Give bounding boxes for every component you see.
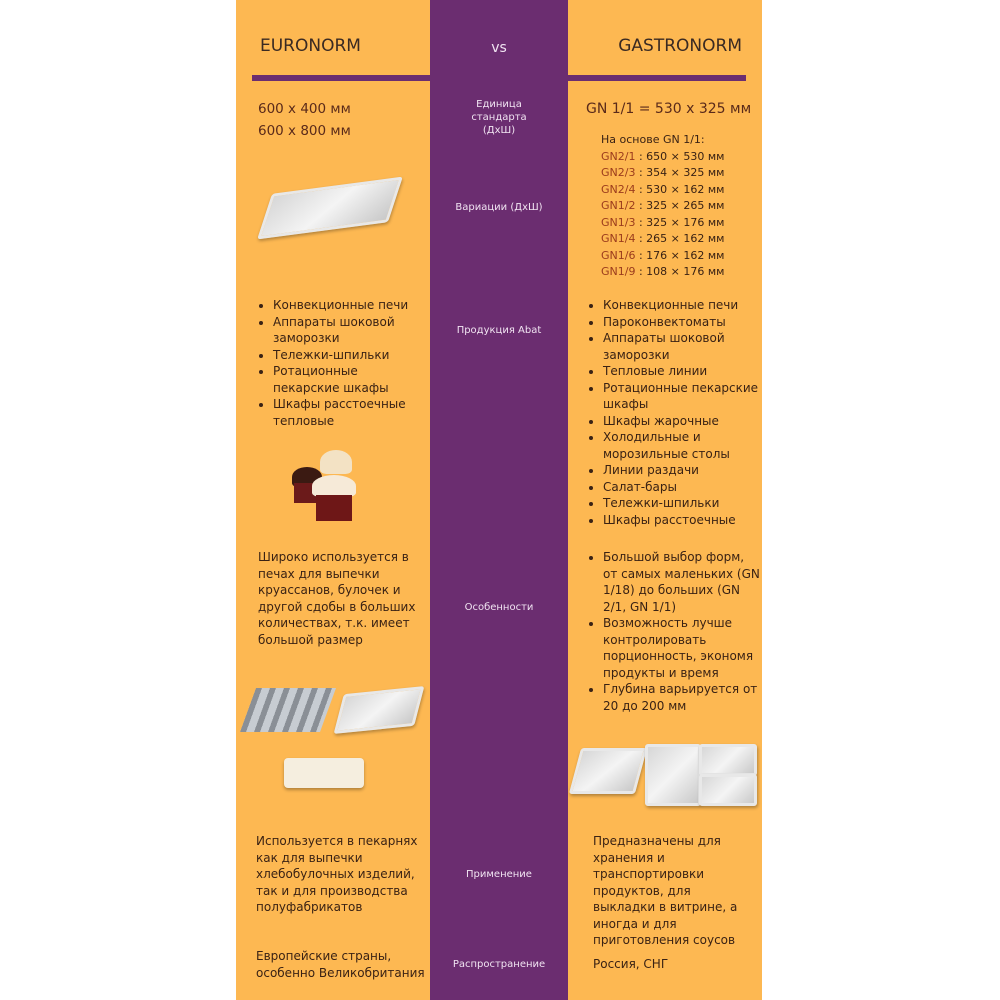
baguette-tray-image <box>239 688 337 732</box>
left-divider <box>252 75 430 81</box>
list-item: Аппараты шоковой заморозки <box>273 314 425 347</box>
list-item: Ротационные пекарские шкафы <box>273 363 425 396</box>
list-item: Возможность лучше контролировать порцион… <box>603 615 760 681</box>
gn-variation: GN2/1 : 650 × 530 мм <box>601 149 724 166</box>
variations-title: На основе GN 1/1: <box>601 133 705 146</box>
euronorm-features: Широко используется в печах для выпечки … <box>258 550 416 647</box>
right-divider <box>568 75 746 81</box>
list-item: Аппараты шоковой заморозки <box>603 330 760 363</box>
gn-size: : 650 × 530 мм <box>635 149 725 163</box>
list-item: Холодильные и морозильные столы <box>603 429 760 462</box>
euronorm-products: Конвекционные печиАппараты шоковой замор… <box>255 297 425 429</box>
euronorm-sizes: 600 x 400 мм 600 x 800 мм <box>258 98 351 142</box>
list-item: Шкафы жарочные <box>603 413 760 430</box>
gn-variation: GN1/2 : 325 × 265 мм <box>601 198 724 215</box>
gn-code: GN2/3 <box>601 166 636 179</box>
euronorm-title: EURONORM <box>260 36 361 56</box>
list-item: Пароконвектоматы <box>603 314 760 331</box>
gn-code: GN1/9 <box>601 265 636 278</box>
label-usage: Применение <box>466 869 532 880</box>
list-item: Ротационные пекарские шкафы <box>603 380 760 413</box>
gastronorm-unit: GN 1/1 = 530 x 325 мм <box>586 101 752 117</box>
white-tray-image <box>284 758 364 788</box>
label-products: Продукция Abat <box>456 325 542 336</box>
label-variations: Вариации (ДхШ) <box>455 202 543 213</box>
gn-code: GN2/1 <box>601 149 636 163</box>
gastronorm-pans-image <box>568 740 757 808</box>
gn-variations: На основе GN 1/1: GN2/1 : 650 × 530 мм GN… <box>601 132 724 281</box>
gn-variation: GN1/9 : 108 × 176 мм <box>601 264 724 281</box>
gn-size: : 265 × 162 мм <box>635 232 725 245</box>
list-item: Тележки-шпильки <box>273 347 425 364</box>
size-2: 600 x 800 мм <box>258 123 351 139</box>
gn-size: : 354 × 325 мм <box>635 166 725 179</box>
list-item: Шкафы расстоечные <box>603 512 760 529</box>
label-spread: Распространение <box>452 959 546 970</box>
cupcakes-image <box>290 445 365 525</box>
gn-variation: GN1/4 : 265 × 162 мм <box>601 231 724 248</box>
label-features: Особенности <box>464 602 534 613</box>
list-item: Глубина варьируется от 20 до 200 мм <box>603 681 760 714</box>
gn-variation: GN2/3 : 354 × 325 мм <box>601 165 724 182</box>
gn-code: GN1/2 <box>601 199 636 212</box>
euronorm-spread: Европейские страны, особенно Великобрита… <box>256 949 425 980</box>
list-item: Тепловые линии <box>603 363 760 380</box>
gn-size: : 176 × 162 мм <box>635 248 725 262</box>
list-item: Салат-бары <box>603 479 760 496</box>
list-item: Шкафы расстоечные тепловые <box>273 396 425 429</box>
gastronorm-title: GASTRONORM <box>618 36 742 56</box>
gn-code: GN1/4 <box>601 232 636 245</box>
gn-code: GN1/6 <box>601 248 636 262</box>
gn-code: GN1/3 <box>601 215 636 229</box>
gn-code: GN2/4 <box>601 182 636 196</box>
criteria-column <box>430 0 568 1000</box>
gastronorm-products: Конвекционные печиПароконвектоматыАппара… <box>585 297 760 528</box>
gn-variation: GN1/6 : 176 × 162 мм <box>601 248 724 265</box>
list-item: Конвекционные печи <box>273 297 425 314</box>
gn-variation: GN1/3 : 325 × 176 мм <box>601 215 724 232</box>
gn-size: : 325 × 265 мм <box>635 199 725 212</box>
gn-size: : 325 × 176 мм <box>635 215 725 229</box>
gn-variation: GN2/4 : 530 × 162 мм <box>601 182 724 199</box>
gastronorm-features: Большой выбор форм, от самых маленьких (… <box>585 549 760 714</box>
gastronorm-spread: Россия, СНГ <box>593 957 669 971</box>
size-1: 600 x 400 мм <box>258 101 351 117</box>
list-item: Тележки-шпильки <box>603 495 760 512</box>
gastronorm-column <box>568 0 762 1000</box>
gn-size: : 530 × 162 мм <box>635 182 725 196</box>
gn-size: : 108 × 176 мм <box>635 265 725 278</box>
list-item: Большой выбор форм, от самых маленьких (… <box>603 549 760 615</box>
euronorm-usage: Используется в пекарнях как для выпечки … <box>256 834 418 914</box>
label-unit: Единица стандарта (ДхШ) <box>471 99 527 136</box>
vs-label: vs <box>491 40 507 56</box>
list-item: Линии раздачи <box>603 462 760 479</box>
gastronorm-usage: Предназначены для хранения и транспортир… <box>593 834 738 947</box>
list-item: Конвекционные печи <box>603 297 760 314</box>
